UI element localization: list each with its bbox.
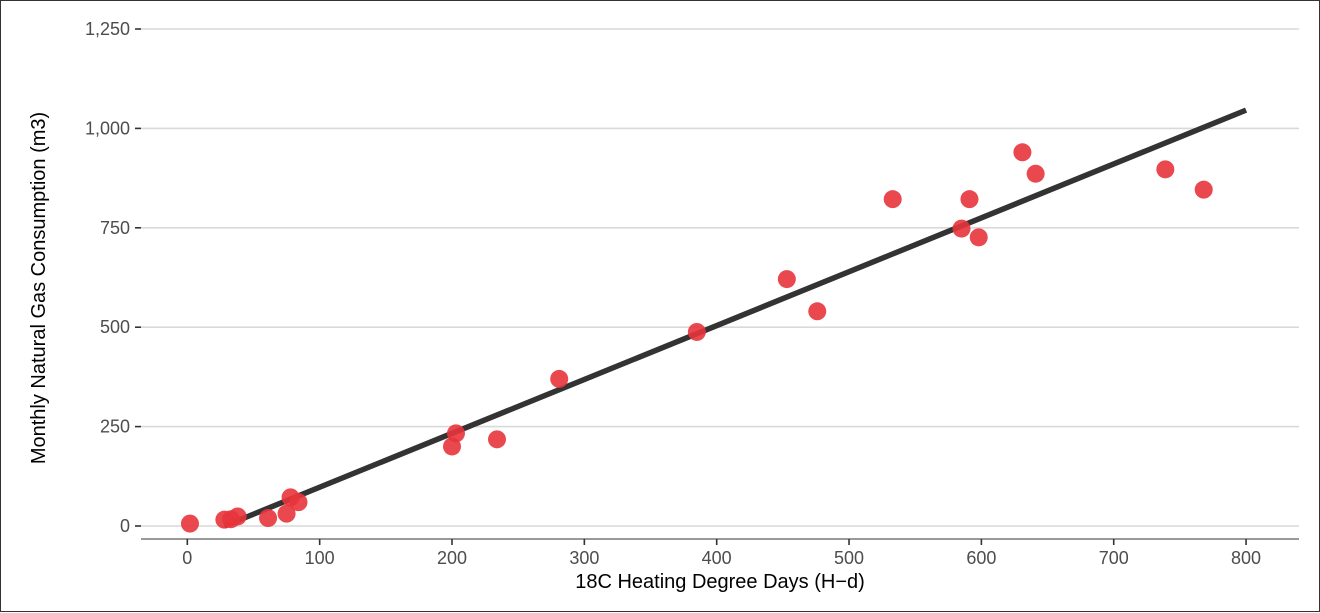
x-tick-label: 100 bbox=[305, 548, 335, 568]
axes: 0 250 500 750 1,000 1,250 0 100 200 300 400 500 600 7… bbox=[85, 19, 1299, 568]
data-point bbox=[687, 322, 706, 341]
points-layer bbox=[180, 143, 1213, 533]
data-point bbox=[180, 514, 199, 533]
data-point bbox=[550, 369, 569, 388]
data-point bbox=[1026, 164, 1045, 183]
data-point bbox=[808, 302, 827, 321]
data-point bbox=[960, 190, 979, 209]
data-point bbox=[446, 424, 465, 443]
x-tick-label: 600 bbox=[966, 548, 996, 568]
x-tick-label: 400 bbox=[702, 548, 732, 568]
data-point bbox=[883, 190, 902, 209]
data-point bbox=[1013, 143, 1032, 162]
x-tick-label: 300 bbox=[569, 548, 599, 568]
data-point bbox=[259, 509, 278, 528]
y-tick-label: 250 bbox=[100, 417, 130, 437]
y-tick-label: 0 bbox=[120, 516, 130, 536]
x-tick-label: 700 bbox=[1099, 548, 1129, 568]
data-point bbox=[777, 270, 796, 289]
y-tick-label: 750 bbox=[100, 218, 130, 238]
data-point bbox=[289, 493, 308, 512]
data-point bbox=[1156, 160, 1175, 179]
x-tick-label: 200 bbox=[437, 548, 467, 568]
gridlines bbox=[141, 28, 1299, 527]
y-tick-label: 1,000 bbox=[85, 118, 130, 138]
x-axis-title: 18C Heating Degree Days (H−d) bbox=[575, 571, 865, 593]
y-axis-title: Monthly Natural Gas Consumption (m3) bbox=[28, 112, 50, 464]
data-point bbox=[952, 219, 971, 238]
data-point bbox=[969, 228, 988, 247]
fit-line bbox=[223, 107, 1248, 529]
data-point bbox=[277, 504, 296, 523]
data-point bbox=[228, 507, 247, 526]
y-tick-label: 500 bbox=[100, 317, 130, 337]
fit-line-layer bbox=[223, 107, 1248, 529]
x-tick-label: 800 bbox=[1231, 548, 1261, 568]
data-point bbox=[488, 430, 507, 449]
data-point bbox=[1194, 180, 1213, 199]
x-tick-label: 0 bbox=[182, 548, 192, 568]
y-tick-label: 1,250 bbox=[85, 19, 130, 39]
x-tick-label: 500 bbox=[834, 548, 864, 568]
